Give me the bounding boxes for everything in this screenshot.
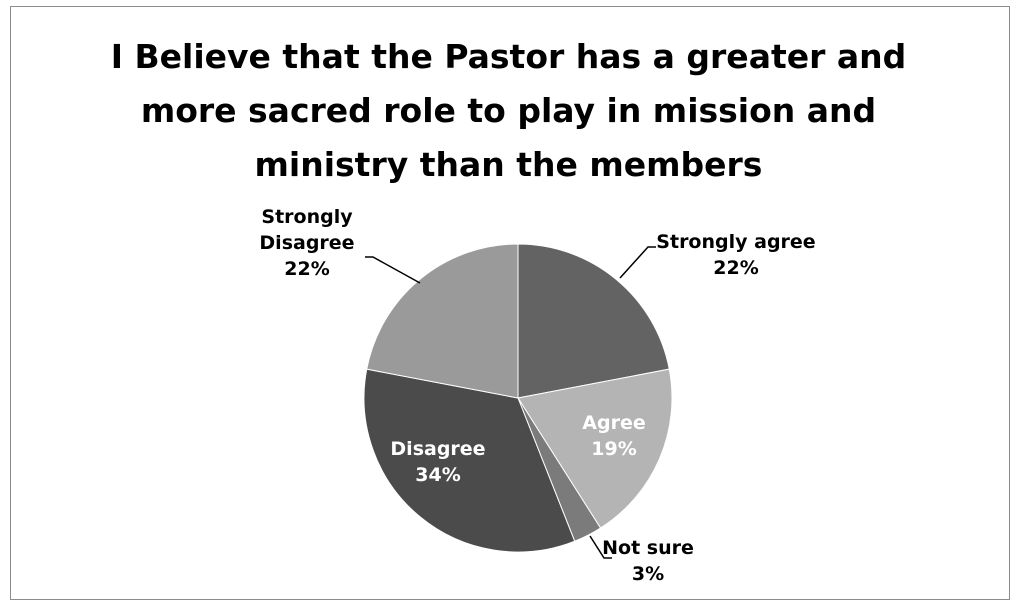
slice-percent-label: 34% xyxy=(415,464,460,486)
leader-line xyxy=(619,246,656,279)
slice-category-label: Not sure xyxy=(602,537,694,559)
slice-category-label: Disagree xyxy=(390,438,485,460)
slice-percent-label: 19% xyxy=(591,438,636,460)
chart-title-line-1: I Believe that the Pastor has a greater … xyxy=(110,37,907,76)
chart-title-line-3: ministry than the members xyxy=(254,145,763,184)
pie-slice-agree xyxy=(517,368,673,529)
slice-category-label: Strongly agree xyxy=(656,231,815,253)
slice-category-label: Disagree xyxy=(259,232,354,254)
pie-slices xyxy=(363,243,673,553)
chart-title-line-2: more sacred role to play in mission and xyxy=(140,91,877,130)
slice-category-label: Strongly xyxy=(261,206,353,228)
pie-slice-disagree xyxy=(363,368,576,553)
leader-line xyxy=(589,535,612,559)
leader-line xyxy=(365,256,421,284)
slice-percent-label: 22% xyxy=(284,258,329,280)
slice-labels: Strongly agree 22% Agree 19% Not sure 3% Disag… xyxy=(259,206,815,585)
slice-percent-label: 22% xyxy=(713,257,758,279)
pie-slice-strongly-disagree xyxy=(366,243,519,399)
slice-percent-label: 3% xyxy=(632,563,664,585)
leader-lines xyxy=(365,246,656,559)
pie-slice-strongly-agree xyxy=(517,243,670,399)
slice-category-label: Agree xyxy=(582,412,645,434)
chart-title: I Believe that the Pastor has a greater … xyxy=(0,30,1017,192)
